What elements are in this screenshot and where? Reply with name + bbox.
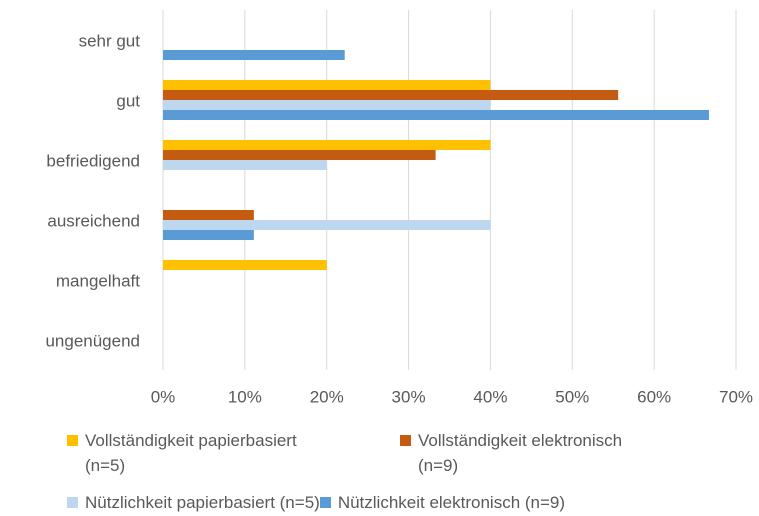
x-tick-label: 0%: [151, 387, 176, 406]
bar: [163, 150, 436, 160]
bar: [163, 210, 254, 220]
bar: [163, 100, 491, 110]
x-tick-label: 60%: [637, 387, 671, 406]
legend-swatch: [400, 435, 411, 446]
y-tick-label: befriedigend: [46, 151, 140, 170]
legend: Vollständigkeit papierbasiert (n=5) Volls…: [67, 428, 747, 516]
legend-label: Vollständigkeit papierbasiert (n=5): [85, 431, 297, 475]
bar: [163, 110, 709, 120]
bar: [163, 220, 491, 230]
bar: [163, 140, 491, 150]
legend-swatch: [67, 497, 78, 508]
y-tick-label: mangelhaft: [56, 271, 140, 290]
bar: [163, 90, 619, 100]
legend-label: Vollständigkeit elektronisch (n=9): [418, 431, 623, 475]
bar: [163, 230, 254, 240]
legend-swatch: [67, 435, 78, 446]
x-tick-label: 70%: [719, 387, 753, 406]
x-tick-label: 50%: [555, 387, 589, 406]
bar: [163, 50, 345, 60]
legend-label: Nützlichkeit papierbasiert (n=5): [85, 493, 320, 512]
legend-item: Nützlichkeit papierbasiert (n=5): [67, 490, 320, 515]
bar: [163, 260, 327, 270]
legend-swatch: [319, 497, 331, 508]
x-tick-label: 10%: [228, 387, 262, 406]
bar: [163, 160, 327, 170]
x-tick-label: 20%: [310, 387, 344, 406]
legend-item: Nützlichkeit elektronisch (n=9): [319, 490, 566, 515]
y-tick-label: ausreichend: [47, 211, 140, 230]
y-tick-label: sehr gut: [79, 31, 141, 50]
legend-item: Vollständigkeit papierbasiert (n=5): [67, 428, 400, 478]
y-tick-label: ungenügend: [45, 331, 140, 350]
chart: 0% 10% 20% 30% 40% 50% 60% 70% sehr gut gut befrie…: [45, 10, 753, 406]
y-tick-label: gut: [116, 91, 140, 110]
x-tick-label: 30%: [392, 387, 426, 406]
legend-item: Vollständigkeit elektronisch (n=9): [400, 428, 730, 478]
bar: [163, 80, 491, 90]
legend-label: Nützlichkeit elektronisch (n=9): [337, 493, 566, 512]
x-tick-label: 40%: [473, 387, 507, 406]
